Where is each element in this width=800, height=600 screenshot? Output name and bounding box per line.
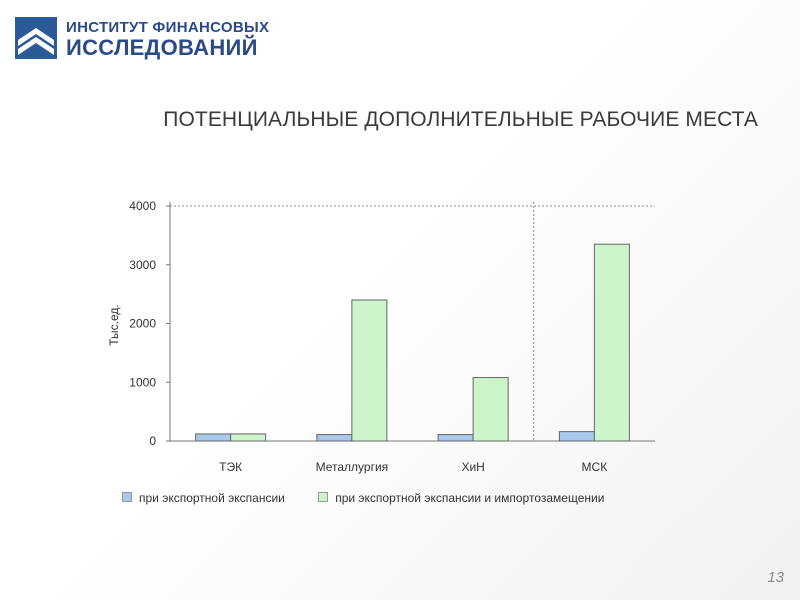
y-tick-label: 1000 [129,375,156,389]
y-tick-label: 3000 [129,258,156,272]
legend-label-series-1: при экспортной экспансии [139,491,285,505]
category-label: ТЭК [219,460,242,474]
bars [195,243,630,442]
bar-series1-ХиН [437,434,474,442]
category-labels: ТЭК Металлургия ХиН МСК [219,460,607,474]
logo-line-1: ИНСТИТУТ ФИНАНСОВЫХ [66,19,270,36]
chart-axes [166,202,655,442]
bar-series2-МСК [593,243,630,442]
page-number: 13 [767,569,784,586]
building-logo-icon [15,17,57,59]
category-label: Металлургия [316,460,389,474]
legend-label-series-2: при экспортной экспансии и импортозамеще… [335,491,605,505]
bar-series2-ТЭК [230,433,267,442]
y-tick-label: 0 [149,434,156,448]
legend-item-series-2: при экспортной экспансии и импортозамеще… [318,491,604,505]
bar-series2-Металлургия [351,299,388,442]
chart-legend: при экспортной экспансии при экспортной … [122,491,634,505]
y-tick-label: 2000 [129,317,156,331]
y-tick-label: 4000 [129,199,156,213]
bar-series1-ТЭК [195,433,232,442]
y-axis-label: Тыс.ед. [107,304,121,346]
category-label: МСК [582,460,608,474]
slide-title: ПОТЕНЦИАЛЬНЫЕ ДОПОЛНИТЕЛЬНЫЕ РАБОЧИЕ МЕС… [163,108,758,131]
y-tick-labels: 0 1000 2000 3000 4000 [129,199,156,448]
bar-series2-ХиН [472,377,509,442]
category-label: ХиН [461,460,484,474]
legend-swatch-series-1 [122,492,132,502]
institute-logo: ИНСТИТУТ ФИНАНСОВЫХ ИССЛЕДОВАНИЙ [14,16,274,66]
bar-series1-Металлургия [316,434,353,442]
legend-swatch-series-2 [318,492,329,502]
bar-series1-МСК [558,431,595,442]
logo-line-2: ИССЛЕДОВАНИЙ [66,35,258,60]
legend-item-series-1: при экспортной экспансии [122,491,285,505]
